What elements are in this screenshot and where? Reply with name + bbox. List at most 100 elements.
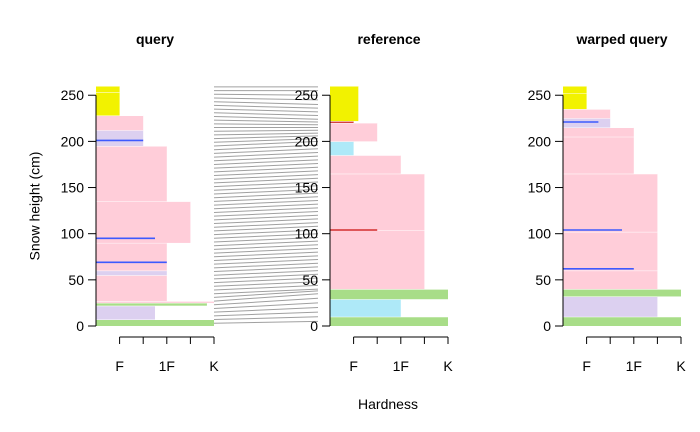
alignment-connector <box>213 251 319 258</box>
x-tick-label: 1F <box>393 358 409 374</box>
y-tick-label: 200 <box>61 133 85 149</box>
layer-bar <box>96 270 167 276</box>
alignment-connector <box>213 166 319 173</box>
axes <box>88 94 682 344</box>
alignment-connector <box>213 240 319 247</box>
alignment-connector <box>213 266 319 273</box>
alignment-connector <box>213 151 319 158</box>
alignment-connector <box>213 144 319 151</box>
alignment-connector <box>213 112 319 117</box>
alignment-connector <box>213 293 319 302</box>
layer-bar <box>330 289 448 300</box>
panel-title-query: query <box>136 31 174 47</box>
alignment-connector <box>213 129 319 132</box>
y-tick-label: 150 <box>295 180 319 196</box>
alignment-connector <box>213 138 319 143</box>
alignment-connector <box>213 218 319 225</box>
layer-bar <box>563 270 658 290</box>
layer-bar <box>96 92 120 116</box>
alignment-connector <box>213 247 319 254</box>
alignment-connector <box>213 214 319 221</box>
x-tick-label: K <box>443 358 453 374</box>
layer-bar <box>563 118 611 128</box>
alignment-connector <box>213 123 319 126</box>
alignment-connector <box>213 155 319 162</box>
y-tick-label: 150 <box>528 180 552 196</box>
layer-bar <box>96 130 144 146</box>
layer-bar <box>330 230 425 290</box>
y-tick-label: 250 <box>61 87 85 103</box>
alignment-connector <box>213 307 319 313</box>
x-tick-label: K <box>676 358 686 374</box>
alignment-connector <box>213 188 319 195</box>
layer-bar <box>563 289 681 297</box>
alignment-connector <box>213 225 319 232</box>
alignment-connector <box>213 302 319 309</box>
labels: query reference warped query Hardness Sn… <box>27 31 687 412</box>
layer-bar <box>96 201 191 243</box>
alignment-connector <box>213 244 319 250</box>
alignment-connector <box>213 199 319 206</box>
alignment-connector <box>213 140 319 147</box>
y-tick-label: 250 <box>528 87 552 103</box>
alignment-connector <box>213 119 319 123</box>
layer-bar <box>563 316 681 326</box>
layer-bar <box>96 319 214 326</box>
alignment-connector <box>213 236 319 243</box>
layer-bar <box>96 301 214 303</box>
alignment-connector <box>213 115 319 120</box>
y-tick-label: 50 <box>68 272 84 288</box>
y-tick-label: 0 <box>76 318 84 334</box>
layer-bar <box>330 316 448 326</box>
x-axis-label: Hardness <box>358 396 418 412</box>
alignment-connector <box>213 135 319 140</box>
alignment-connector <box>213 108 319 113</box>
alignment-connector <box>213 288 319 295</box>
layer-bar <box>563 173 658 232</box>
layer-bar <box>563 109 611 119</box>
y-tick-label: 0 <box>543 318 551 334</box>
layer-bar <box>96 305 155 320</box>
layer-bar <box>563 231 658 271</box>
alignment-connector <box>213 177 319 184</box>
layer-bar <box>563 86 587 94</box>
alignment-connector <box>213 101 319 105</box>
x-tick-label: F <box>349 358 358 374</box>
y-tick-label: 0 <box>310 318 318 334</box>
layer-bar <box>96 115 144 131</box>
layer-bar <box>563 127 634 137</box>
alignment-connector <box>213 270 319 276</box>
alignment-connector <box>213 163 319 169</box>
alignment-connector <box>213 148 319 154</box>
alignment-connector <box>213 259 319 265</box>
alignment-connector <box>213 233 319 239</box>
layer-bar <box>330 141 354 156</box>
x-tick-label: 1F <box>159 358 175 374</box>
alignment-connectors <box>213 86 319 324</box>
alignment-connector <box>213 174 319 180</box>
layer-bar <box>96 146 167 202</box>
alignment-connector <box>213 229 319 236</box>
x-tick-label: F <box>582 358 591 374</box>
layer-bar <box>96 242 167 271</box>
layer-bar <box>330 86 359 122</box>
alignment-connector <box>213 207 319 213</box>
layer-bar <box>563 296 658 317</box>
alignment-connector <box>213 262 319 269</box>
alignment-connector <box>213 211 319 217</box>
profile-layers <box>96 85 681 326</box>
layer-bar <box>563 93 587 110</box>
alignment-connector <box>213 203 319 210</box>
layer-bar <box>563 136 634 174</box>
y-tick-label: 100 <box>295 226 319 242</box>
layer-bar <box>330 122 378 142</box>
alignment-connector <box>213 132 319 136</box>
alignment-connector <box>213 297 319 306</box>
layer-bar <box>330 173 425 230</box>
x-tick-label: F <box>115 358 124 374</box>
y-tick-label: 100 <box>528 226 552 242</box>
alignment-connector <box>213 222 319 228</box>
layer-bar <box>96 302 207 306</box>
alignment-connector <box>213 255 319 261</box>
layer-bar <box>330 121 354 123</box>
